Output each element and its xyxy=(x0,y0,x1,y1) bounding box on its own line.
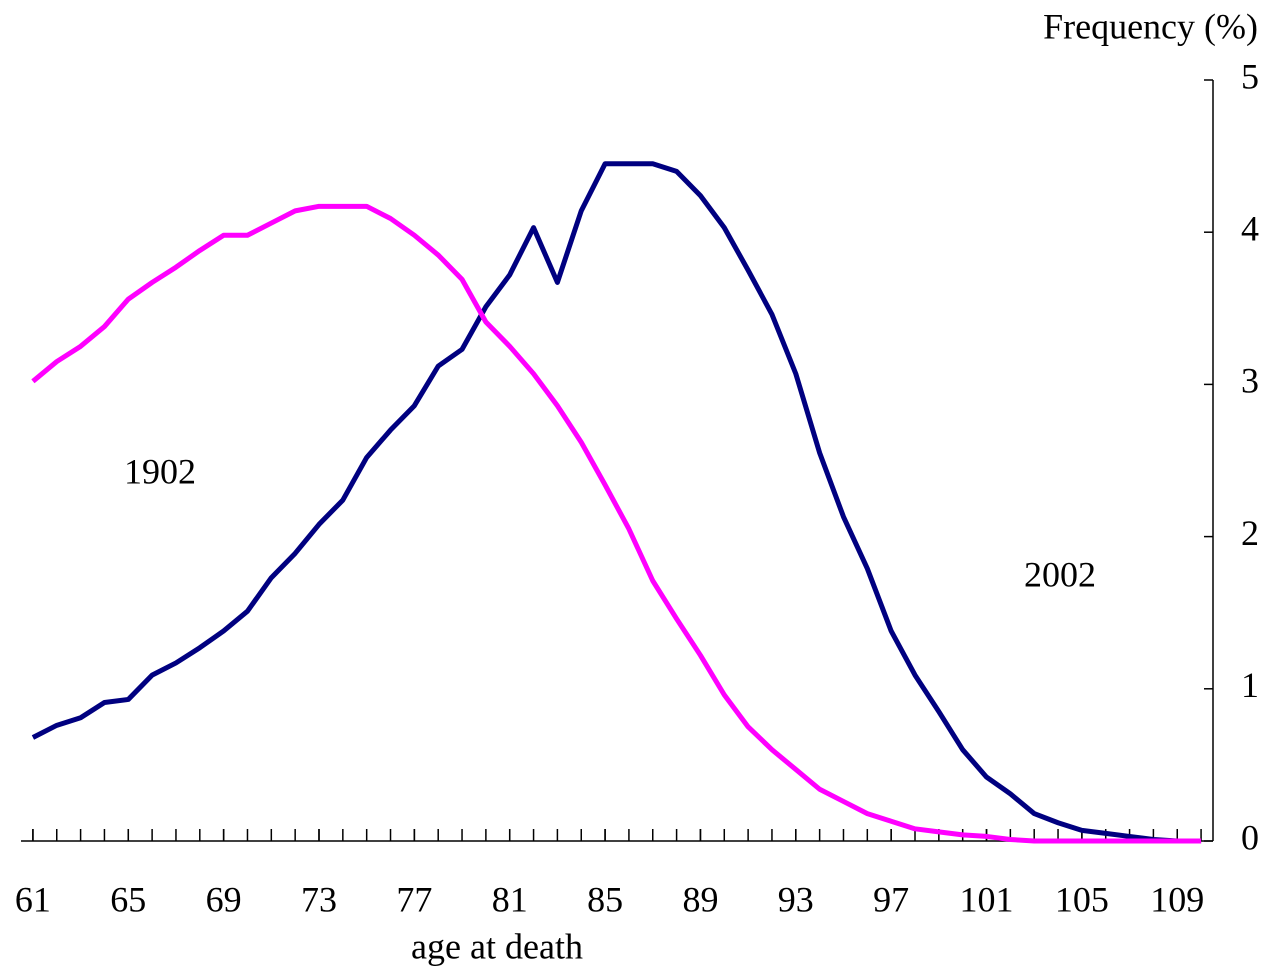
y-tick-label: 5 xyxy=(1241,56,1259,96)
series-line xyxy=(31,161,1202,844)
x-tick-label: 89 xyxy=(682,879,718,919)
y-tick-label: 2 xyxy=(1241,513,1259,553)
x-tick-label: 109 xyxy=(1150,879,1204,919)
x-tick-label: 77 xyxy=(396,879,432,919)
x-axis-label: age at death xyxy=(411,926,583,966)
x-tick-label: 61 xyxy=(15,879,51,919)
x-tick-label: 69 xyxy=(206,879,242,919)
x-tick-label: 85 xyxy=(587,879,623,919)
x-tick-label: 81 xyxy=(492,879,528,919)
y-tick-label: 4 xyxy=(1241,208,1259,248)
series-annotation: 1902 xyxy=(124,451,196,491)
y-tick-label: 0 xyxy=(1241,817,1259,857)
x-tick-label: 93 xyxy=(778,879,814,919)
x-tick-label: 65 xyxy=(110,879,146,919)
axis-title: Frequency (%) xyxy=(1043,6,1258,46)
y-tick-label: 3 xyxy=(1241,361,1259,401)
x-tick-label: 97 xyxy=(873,879,909,919)
x-tick-label: 101 xyxy=(960,879,1014,919)
series-annotation: 2002 xyxy=(1024,554,1096,594)
series-line xyxy=(31,203,1202,844)
x-tick-label: 73 xyxy=(301,879,337,919)
y-tick-label: 1 xyxy=(1241,665,1259,705)
x-tick-label: 105 xyxy=(1055,879,1109,919)
